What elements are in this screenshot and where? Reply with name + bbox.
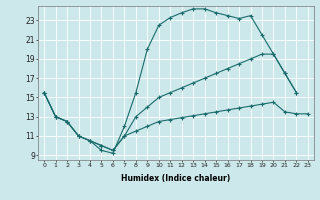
X-axis label: Humidex (Indice chaleur): Humidex (Indice chaleur) bbox=[121, 174, 231, 183]
